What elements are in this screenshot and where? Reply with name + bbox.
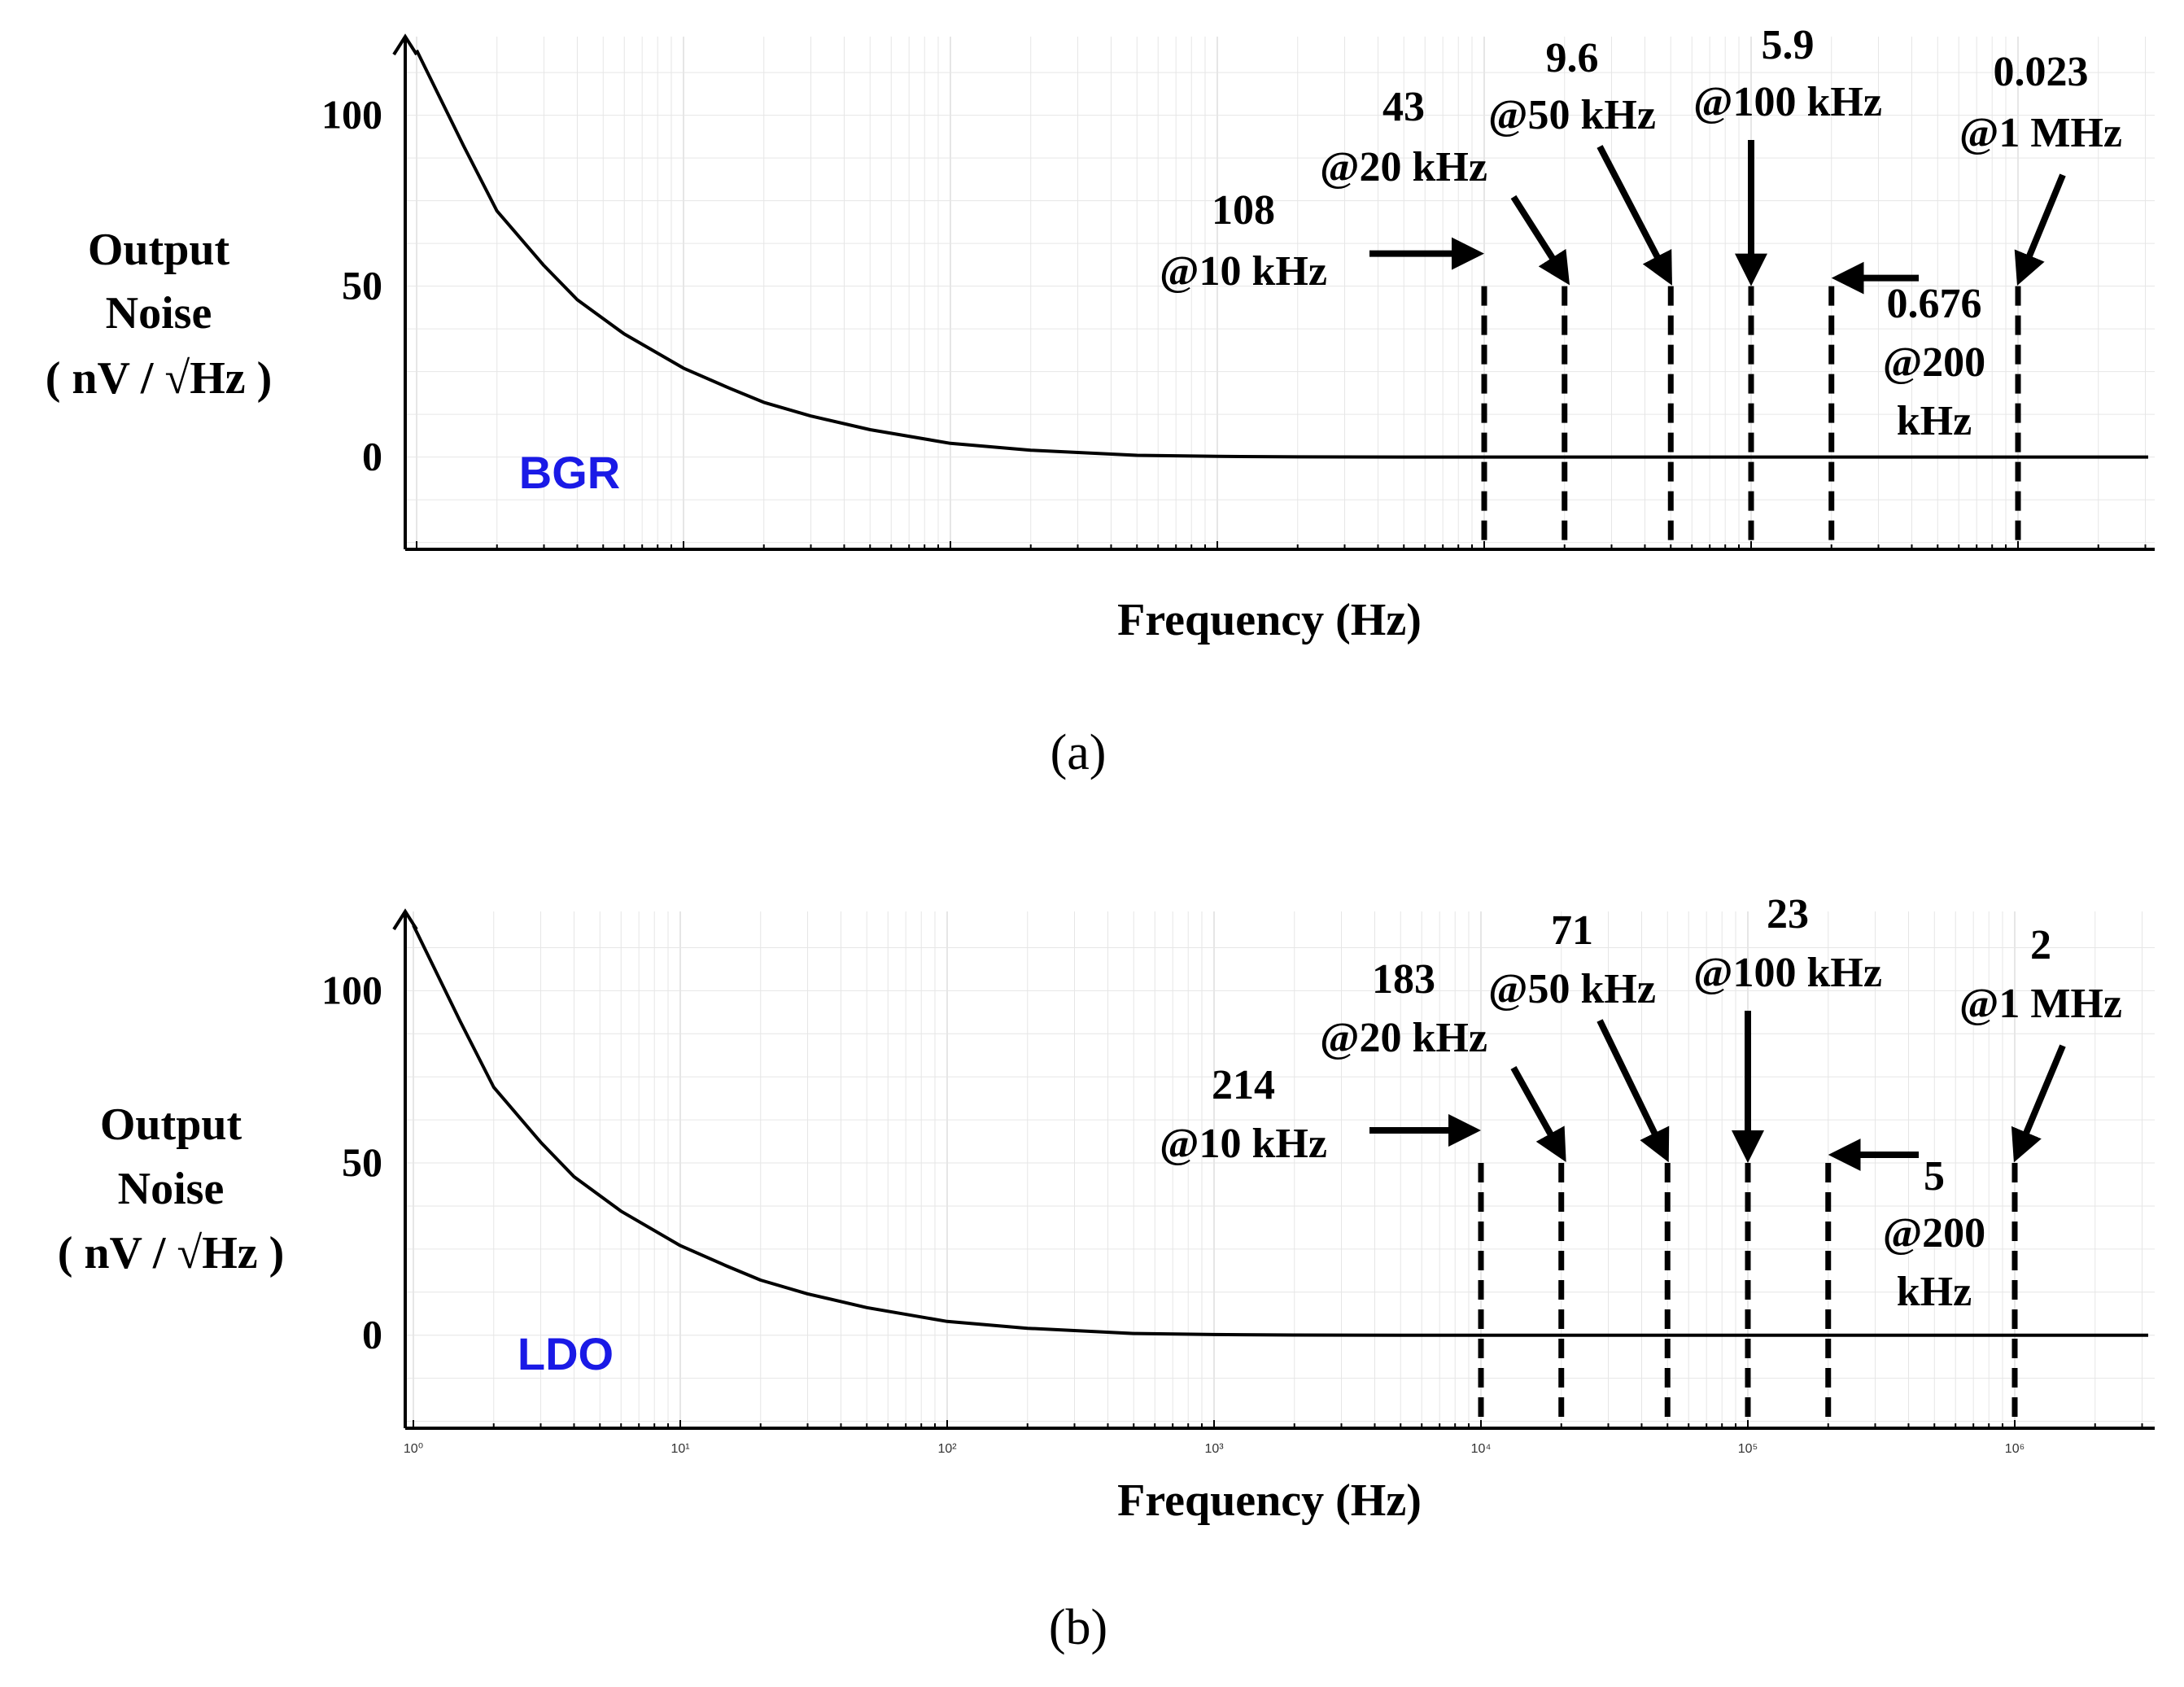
y-axis-label: Noise (106, 288, 212, 339)
annotation-freq: @20 kHz (1320, 1015, 1487, 1061)
annotation-freq: kHz (1897, 1269, 1972, 1315)
annotation-freq: kHz (1897, 398, 1972, 444)
annotation-value: 5.9 (1762, 22, 1815, 68)
x-tick-label: 10⁰ (404, 1442, 423, 1456)
x-tick-label: 10⁶ (2005, 1442, 2025, 1456)
annotation-freq: @200 (1883, 339, 1985, 386)
annotation-freq: @1 MHz (1959, 110, 2122, 156)
annotation-value: 214 (1212, 1062, 1275, 1108)
noise-curve (415, 49, 2148, 459)
x-tick-label: 10⁵ (1738, 1442, 1758, 1456)
x-tick-label: 10⁴ (1471, 1442, 1492, 1456)
noise-curve (412, 924, 2148, 1337)
annotation-value: 108 (1212, 187, 1275, 234)
panel-caption: (a) (1051, 725, 1107, 780)
annotation-value: 2 (2030, 922, 2051, 968)
grid-lines (405, 911, 2155, 1428)
annotation-value: 5 (1924, 1153, 1945, 1200)
y-axis-label: Output (100, 1099, 242, 1150)
y-tick-label: 100 (321, 92, 382, 138)
annotation-freq: @20 kHz (1320, 144, 1487, 190)
annotation-arrow (1510, 1066, 1566, 1163)
y-axis-label: ( nV / √Hz ) (58, 1228, 285, 1278)
annotation-value: 43 (1382, 84, 1425, 130)
annotation-freq: @1 MHz (1959, 981, 2122, 1027)
annotation-arrow (2014, 173, 2066, 286)
annotation-freq: @100 kHz (1693, 950, 1882, 996)
annotation-arrow (1597, 1019, 1670, 1163)
x-tick-label: 10¹ (670, 1442, 689, 1456)
x-axis-label: Frequency (Hz) (1117, 1475, 1422, 1526)
annotation-value: 0.676 (1887, 281, 1982, 327)
y-tick-label: 0 (362, 1312, 382, 1357)
annotation-value: 0.023 (1994, 49, 2089, 95)
annotation-value: 23 (1767, 891, 1809, 937)
annotation-freq: @10 kHz (1160, 1121, 1327, 1167)
chart-panel-a: 0 50 100 108 @10 kHz 43 @20 kHz 9.6 @50 kHz 5.9 @1… (46, 22, 2155, 780)
x-axis-label: Frequency (Hz) (1117, 595, 1422, 645)
chart-panel-b: 0 50 100 10⁰ 10¹ 10² 10³ 10⁴ 10⁵ 10⁶ 214 @10 kHz 183… (58, 891, 2155, 1655)
y-tick-label: 50 (342, 263, 382, 308)
y-axis-arrow (392, 908, 418, 931)
annotation-value: 71 (1551, 907, 1593, 954)
annotation-value: 183 (1372, 956, 1435, 1003)
annotation-arrow (2011, 1044, 2066, 1163)
x-tick-label: 10³ (1204, 1442, 1224, 1456)
y-axis-label: Output (88, 225, 230, 275)
annotation-arrow (1597, 145, 1672, 286)
annotation-freq: @50 kHz (1488, 92, 1656, 138)
y-axis-arrow (392, 33, 418, 56)
annotation-value: 9.6 (1546, 35, 1599, 81)
x-tick-label: 10² (937, 1442, 957, 1456)
series-badge: BGR (519, 447, 620, 498)
annotation-freq: @100 kHz (1693, 79, 1882, 125)
annotation-freq: @50 kHz (1488, 966, 1656, 1012)
y-tick-label: 0 (362, 434, 382, 479)
annotation-freq: @10 kHz (1160, 248, 1327, 295)
y-axis-label: ( nV / √Hz ) (46, 353, 273, 404)
annotation-freq: @200 (1883, 1210, 1985, 1257)
panel-caption: (b) (1049, 1600, 1107, 1655)
y-tick-label: 100 (321, 967, 382, 1012)
y-axis-label: Noise (118, 1164, 225, 1214)
annotation-arrow (1510, 194, 1570, 286)
y-tick-label: 50 (342, 1139, 382, 1185)
series-badge: LDO (518, 1328, 614, 1379)
